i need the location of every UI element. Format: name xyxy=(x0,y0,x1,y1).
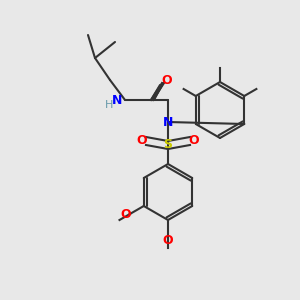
Text: N: N xyxy=(163,116,173,128)
Text: O: O xyxy=(162,74,172,86)
Text: N: N xyxy=(112,94,122,106)
Text: O: O xyxy=(189,134,199,148)
Text: H: H xyxy=(105,100,113,110)
Text: O: O xyxy=(163,233,173,247)
Text: O: O xyxy=(121,208,131,220)
Text: O: O xyxy=(137,134,147,148)
Text: S: S xyxy=(164,139,172,152)
